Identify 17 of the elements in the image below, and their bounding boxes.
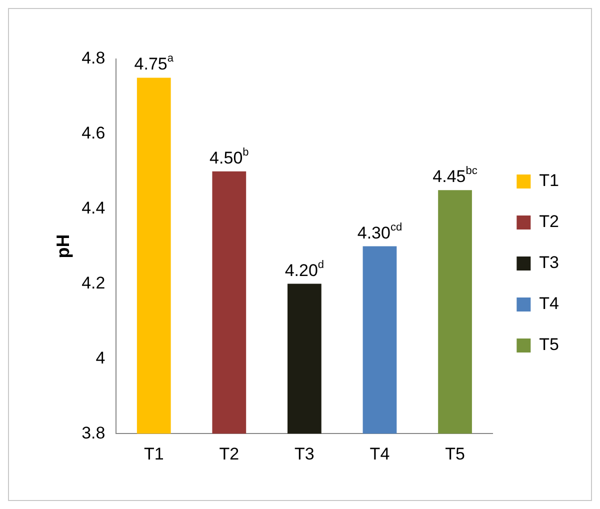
y-tick-label: 4 — [96, 348, 106, 368]
y-tick-label: 3.8 — [82, 423, 106, 442]
x-tick-label: T2 — [219, 444, 240, 464]
legend-label: T4 — [539, 294, 560, 314]
legend-label: T5 — [539, 335, 560, 354]
x-tick-label: T4 — [370, 444, 390, 464]
legend-label: T1 — [539, 171, 560, 190]
x-tick-label: T3 — [294, 444, 314, 464]
x-tick-label: T5 — [445, 444, 465, 464]
y-tick-label: 4.4 — [82, 198, 106, 218]
y-tick-label: 4.6 — [82, 124, 106, 143]
y-axis-title: pH — [52, 234, 73, 258]
x-tick-label: T1 — [144, 444, 164, 464]
legend-label: T2 — [539, 212, 560, 232]
y-tick-label: 4.2 — [82, 273, 106, 292]
legend-label: T3 — [539, 253, 560, 272]
y-tick-label: 4.8 — [82, 48, 106, 68]
